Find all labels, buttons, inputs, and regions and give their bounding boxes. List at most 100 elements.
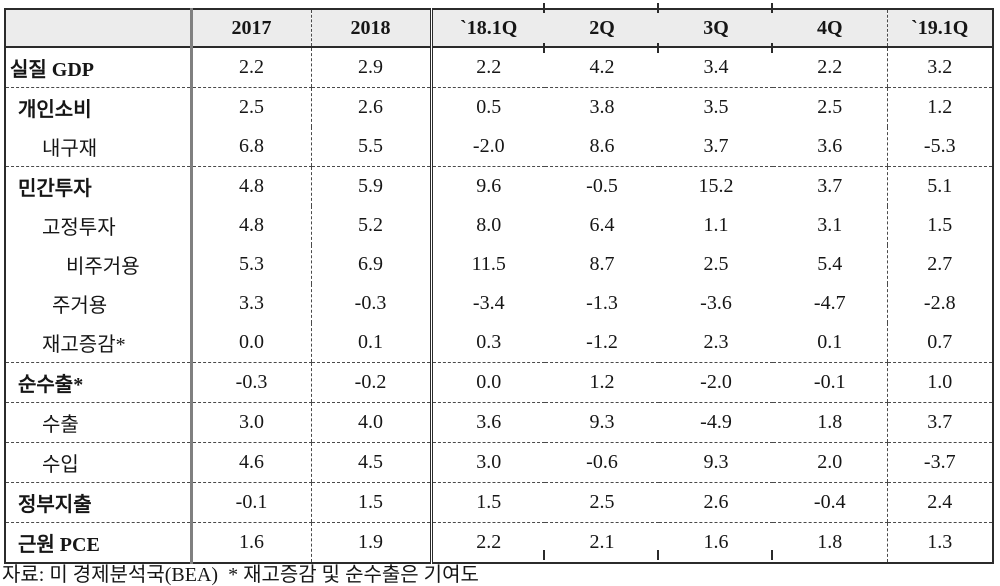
value-cell: 9.3 <box>545 402 659 443</box>
value-cell: 5.5 <box>310 127 431 167</box>
value-cell: 3.0 <box>189 402 311 443</box>
value-cell: 3.8 <box>545 87 659 127</box>
col-header-blank <box>5 9 191 48</box>
value-cell: 0.0 <box>189 323 311 363</box>
value-cell: 8.6 <box>545 127 659 167</box>
column-tick <box>543 3 545 13</box>
value-cell: -0.3 <box>189 362 311 403</box>
value-cell: 2.1 <box>545 522 659 563</box>
value-cell: 6.8 <box>189 127 311 167</box>
table-row: 정부지출 -0.1 1.5 1.5 2.5 2.6 -0.4 2.4 <box>5 482 993 523</box>
table-row: 개인소비 2.5 2.6 0.5 3.8 3.5 2.5 1.2 <box>5 87 993 127</box>
value-cell: -2.8 <box>886 284 993 323</box>
value-cell: 9.3 <box>659 442 773 483</box>
value-cell: 1.0 <box>886 362 993 403</box>
value-cell: 0.1 <box>773 323 887 363</box>
row-label: 개인소비 <box>5 87 191 127</box>
value-cell: 1.5 <box>886 206 993 245</box>
value-cell: 2.3 <box>659 323 773 363</box>
value-cell: 2.0 <box>773 442 887 483</box>
table-row: 순수출* -0.3 -0.2 0.0 1.2 -2.0 -0.1 1.0 <box>5 362 993 403</box>
gdp-growth-table: 2017 2018 `18.1Q 2Q 3Q 4Q `19.1Q 실질 GDP 2… <box>4 8 994 564</box>
value-cell: -0.1 <box>189 482 311 523</box>
value-cell: -4.9 <box>659 402 773 443</box>
row-label: 주거용 <box>5 284 191 323</box>
value-cell: 2.4 <box>886 482 993 523</box>
value-cell: 4.8 <box>189 166 311 206</box>
row-label: 재고증감* <box>5 323 191 363</box>
value-cell: 2.5 <box>545 482 659 523</box>
table-row: 내구재 6.8 5.5 -2.0 8.6 3.7 3.6 -5.3 <box>5 127 993 167</box>
value-cell: -0.5 <box>545 166 659 206</box>
value-cell: 3.3 <box>189 284 311 323</box>
value-cell: 8.0 <box>429 206 545 245</box>
value-cell: 1.5 <box>310 482 431 523</box>
row-label: 수입 <box>5 442 191 483</box>
value-cell: 3.0 <box>429 442 545 483</box>
row-label: 순수출* <box>5 362 191 403</box>
row-label: 민간투자 <box>5 166 191 206</box>
value-cell: -2.0 <box>659 362 773 403</box>
row-label: 정부지출 <box>5 482 191 523</box>
column-tick <box>657 43 659 53</box>
col-header-2018: 2018 <box>310 9 431 48</box>
value-cell: 5.2 <box>310 206 431 245</box>
value-cell: 5.9 <box>310 166 431 206</box>
table-row: 비주거용 5.3 6.9 11.5 8.7 2.5 5.4 2.7 <box>5 245 993 284</box>
value-cell: 8.7 <box>545 245 659 284</box>
value-cell: 1.1 <box>659 206 773 245</box>
column-tick <box>657 3 659 13</box>
value-cell: 2.5 <box>659 245 773 284</box>
row-label: 근원 PCE <box>5 522 191 563</box>
value-cell: -0.2 <box>310 362 431 403</box>
value-cell: 5.4 <box>773 245 887 284</box>
value-cell: 1.6 <box>659 522 773 563</box>
value-cell: 15.2 <box>659 166 773 206</box>
value-cell: 1.9 <box>310 522 431 563</box>
value-cell: 2.6 <box>659 482 773 523</box>
value-cell: -0.4 <box>773 482 887 523</box>
value-cell: 6.9 <box>310 245 431 284</box>
row-label: 고정투자 <box>5 206 191 245</box>
value-cell: 4.8 <box>189 206 311 245</box>
column-tick <box>543 550 545 560</box>
row-label: 실질 GDP <box>5 47 191 88</box>
value-cell: 3.5 <box>659 87 773 127</box>
value-cell: 4.6 <box>189 442 311 483</box>
value-cell: 2.2 <box>773 47 887 88</box>
col-header-4q: 4Q <box>773 9 887 48</box>
col-header-2q: 2Q <box>545 9 659 48</box>
value-cell: -0.3 <box>310 284 431 323</box>
value-cell: 3.6 <box>429 402 545 443</box>
value-cell: 11.5 <box>429 245 545 284</box>
value-cell: 2.5 <box>189 87 311 127</box>
value-cell: -0.1 <box>773 362 887 403</box>
table-row: 근원 PCE 1.6 1.9 2.2 2.1 1.6 1.8 1.3 <box>5 522 993 563</box>
value-cell: -3.4 <box>429 284 545 323</box>
value-cell: 2.6 <box>310 87 431 127</box>
value-cell: 2.2 <box>189 47 311 88</box>
value-cell: 1.2 <box>545 362 659 403</box>
value-cell: -0.6 <box>545 442 659 483</box>
col-header-19q1: `19.1Q <box>886 9 993 48</box>
value-cell: 3.6 <box>773 127 887 167</box>
value-cell: 6.4 <box>545 206 659 245</box>
value-cell: 3.2 <box>886 47 993 88</box>
source-note: 자료: 미 경제분석국(BEA) * 재고증감 및 순수출은 기여도 <box>2 564 479 586</box>
table-header-row: 2017 2018 `18.1Q 2Q 3Q 4Q `19.1Q <box>5 9 993 48</box>
value-cell: -2.0 <box>429 127 545 167</box>
table-row: 수입 4.6 4.5 3.0 -0.6 9.3 2.0 -3.7 <box>5 442 993 483</box>
column-tick <box>771 3 773 13</box>
value-cell: 1.2 <box>886 87 993 127</box>
value-cell: 1.3 <box>886 522 993 563</box>
value-cell: 5.3 <box>189 245 311 284</box>
value-cell: 1.8 <box>773 402 887 443</box>
value-cell: 4.2 <box>545 47 659 88</box>
value-cell: 1.5 <box>429 482 545 523</box>
table-body: 실질 GDP 2.2 2.9 2.2 4.2 3.4 2.2 3.2 개인소비 2.5 2.6 0.5… <box>5 47 993 563</box>
value-cell: 3.7 <box>659 127 773 167</box>
value-cell: -3.7 <box>886 442 993 483</box>
value-cell: 4.5 <box>310 442 431 483</box>
col-header-2017: 2017 <box>189 9 311 48</box>
